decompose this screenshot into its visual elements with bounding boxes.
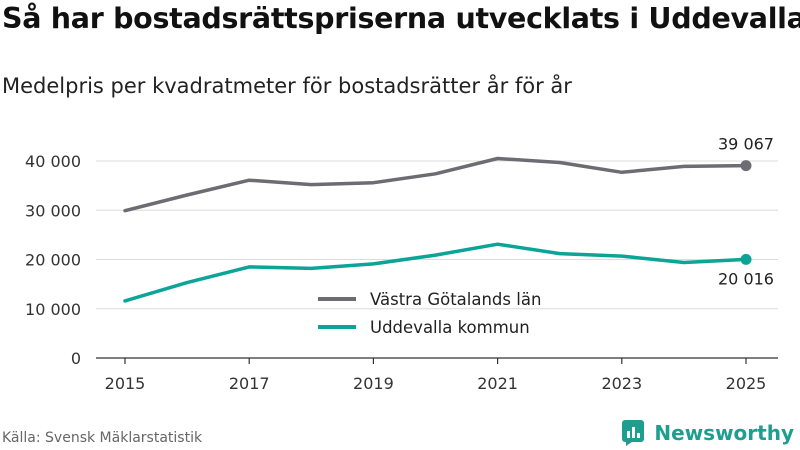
x-tick-label: 2019	[353, 374, 394, 393]
y-tick-label: 40 000	[25, 152, 81, 171]
line-chart: 0 10 000 20 000 30 000 40 000 2015 2017 2019 202…	[25, 135, 778, 393]
chart-title: Så har bostadsrättspriserna utvecklats i…	[2, 2, 800, 35]
y-tick-label: 0	[71, 349, 81, 368]
y-tick-label: 20 000	[25, 251, 81, 270]
x-tick-label: 2017	[229, 374, 270, 393]
y-tick-label: 10 000	[25, 300, 81, 319]
chart-subtitle: Medelpris per kvadratmeter för bostadsrä…	[2, 74, 572, 98]
x-tick-label: 2015	[105, 374, 146, 393]
brand-name: Newsworthy	[654, 421, 794, 445]
series-end-label: 20 016	[718, 269, 774, 288]
series-end-marker	[740, 253, 752, 265]
newsworthy-logo-icon	[622, 420, 645, 446]
x-tick-label: 2021	[477, 374, 518, 393]
y-tick-label: 30 000	[25, 201, 81, 220]
source-note: Källa: Svensk Mäklarstatistik	[2, 430, 203, 446]
brand-logo: Newsworthy	[622, 418, 794, 448]
legend-label: Uddevalla kommun	[370, 318, 530, 337]
series-line-uddevalla	[123, 242, 748, 303]
series-line-vastra-gotaland	[123, 156, 748, 213]
legend-label: Västra Götalands län	[370, 290, 541, 309]
series-end-marker	[740, 160, 752, 172]
series-end-label: 39 067	[718, 135, 774, 154]
x-tick-label: 2023	[601, 374, 642, 393]
x-tick-label: 2025	[726, 374, 767, 393]
